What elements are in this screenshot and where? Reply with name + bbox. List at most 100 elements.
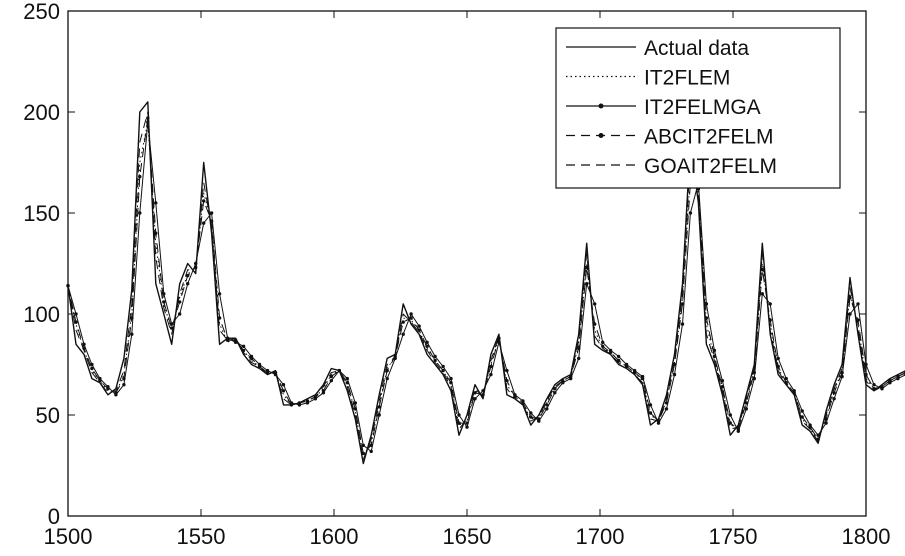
data-point-it2felmga <box>800 409 804 413</box>
data-point-it2felmga <box>856 302 860 306</box>
data-point-abcit2felm <box>489 364 493 369</box>
data-point-it2felmga <box>776 356 780 361</box>
data-point-it2felmga <box>138 211 142 215</box>
data-point-it2felmga <box>457 413 461 417</box>
data-point-it2felmga <box>593 302 597 306</box>
data-point-it2felmga <box>154 201 158 205</box>
data-point-abcit2felm <box>736 427 740 431</box>
data-point-abcit2felm <box>441 368 445 373</box>
legend: Actual data IT2FLEM IT2FELMGA ABCIT2FELM GOA… <box>555 27 841 189</box>
data-point-it2felmga <box>202 221 206 225</box>
data-point-it2felmga <box>186 282 190 286</box>
data-point-it2felmga <box>768 302 772 306</box>
legend-box <box>555 27 841 189</box>
data-point-it2felmga <box>425 340 429 344</box>
data-point-abcit2felm <box>577 346 581 350</box>
legend-label-it2felmga: IT2FELMGA <box>644 96 761 119</box>
data-point-abcit2felm <box>537 417 541 421</box>
data-point-abcit2felm <box>178 300 182 304</box>
data-point-it2felmga <box>505 368 509 373</box>
data-point-abcit2felm <box>106 387 110 391</box>
data-point-abcit2felm <box>329 374 333 379</box>
data-point-it2felmga <box>728 413 732 417</box>
data-point-abcit2felm <box>712 354 717 359</box>
data-point-abcit2felm <box>202 199 206 203</box>
data-point-abcit2felm <box>353 407 357 411</box>
data-point-it2felmga <box>784 376 788 381</box>
data-point-it2felmga <box>553 391 557 395</box>
y-tick-label: 0 <box>48 504 60 529</box>
y-tick-label: 100 <box>23 302 60 327</box>
series-line-actual-data <box>67 101 905 465</box>
data-point-abcit2felm <box>409 316 413 320</box>
data-point-abcit2felm <box>832 391 836 395</box>
data-point-it2felmga <box>401 332 405 336</box>
data-point-it2felmga <box>130 332 134 336</box>
data-point-it2felmga <box>385 376 389 381</box>
data-point-it2felmga <box>209 211 214 215</box>
y-tick-label: 250 <box>23 0 60 24</box>
data-point-abcit2felm <box>377 405 381 409</box>
data-point-it2felmga <box>760 292 764 296</box>
data-point-it2felmga <box>872 383 876 387</box>
data-point-it2felmga <box>680 322 685 326</box>
data-point-it2felmga <box>664 407 669 411</box>
data-point-abcit2felm <box>249 356 254 361</box>
data-point-abcit2felm <box>369 443 373 447</box>
y-tick-label: 50 <box>36 403 60 428</box>
axes-layer: 1500 1550 1600 1650 1700 1750 1800 0 50 100 150 200… <box>23 0 890 549</box>
data-point-abcit2felm <box>664 401 669 405</box>
data-point-it2felmga <box>377 413 381 417</box>
data-point-it2felmga <box>465 425 469 429</box>
data-point-it2felmga <box>744 407 748 411</box>
data-point-abcit2felm <box>505 379 509 383</box>
data-point-it2felmga <box>545 407 549 411</box>
legend-label-it2flem: IT2FLEM <box>644 67 730 90</box>
data-point-it2felmga <box>577 356 581 361</box>
data-point-it2felmga <box>489 372 493 377</box>
x-tick-label: 1650 <box>443 524 492 549</box>
data-point-it2felmga <box>648 403 653 407</box>
data-point-abcit2felm <box>465 421 469 425</box>
data-point-it2felmga <box>672 372 677 377</box>
data-point-it2felmga <box>281 383 286 387</box>
data-point-abcit2felm <box>321 389 326 393</box>
data-point-it2felmga <box>848 312 852 316</box>
x-tick-label: 1800 <box>842 524 891 549</box>
data-point-abcit2felm <box>305 399 310 403</box>
data-point-abcit2felm <box>433 358 437 363</box>
data-point-abcit2felm <box>186 273 190 278</box>
data-point-abcit2felm <box>90 366 94 371</box>
data-point-abcit2felm <box>529 415 533 419</box>
x-tick-label: 1550 <box>177 524 226 549</box>
data-point-abcit2felm <box>545 403 549 407</box>
data-point-abcit2felm <box>114 391 118 395</box>
data-point-abcit2felm <box>856 318 860 322</box>
data-point-abcit2felm <box>138 174 142 179</box>
x-tick-label: 1500 <box>44 524 93 549</box>
data-point-it2felmga <box>616 354 621 359</box>
series-layer <box>66 101 905 465</box>
data-point-abcit2felm <box>601 344 605 348</box>
data-point-it2felmga <box>122 383 126 387</box>
data-point-abcit2felm <box>281 389 286 393</box>
legend-label-actual-data: Actual data <box>644 37 749 60</box>
data-point-abcit2felm <box>122 376 126 381</box>
data-point-abcit2felm <box>648 411 653 415</box>
data-point-it2felmga <box>241 344 246 348</box>
data-point-it2felmga <box>178 312 182 316</box>
data-point-abcit2felm <box>130 316 134 320</box>
data-point-it2felmga <box>353 401 357 405</box>
data-point-it2felmga <box>217 292 222 296</box>
x-tick-label: 1700 <box>576 524 625 549</box>
legend-marker-it2felmga <box>598 103 604 109</box>
legend-label-goait2felm: GOAIT2FELM <box>644 155 777 178</box>
y-tick-label: 150 <box>23 201 60 226</box>
data-point-it2felmga <box>601 340 605 344</box>
data-point-abcit2felm <box>162 300 166 304</box>
data-point-it2felmga <box>832 397 836 401</box>
data-point-it2felmga <box>329 379 333 383</box>
data-point-abcit2felm <box>425 344 429 348</box>
data-point-it2felmga <box>417 324 421 328</box>
data-point-it2felmga <box>441 364 445 369</box>
